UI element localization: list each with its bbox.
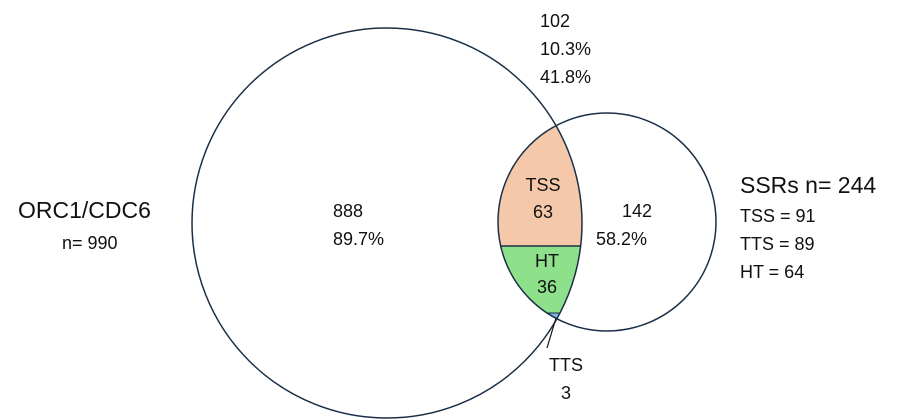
pointer — [546, 317, 557, 349]
right-circle — [497, 112, 717, 332]
overlap-count: 102 — [540, 11, 570, 31]
left-only-count: 888 — [333, 201, 363, 221]
ht-count: 36 — [537, 277, 557, 297]
tts-label: TTS — [549, 355, 583, 375]
right-only-pct: 58.2% — [596, 229, 647, 249]
left-only-pct: 89.7% — [333, 229, 384, 249]
right-set-title: SSRs n= 244 — [740, 172, 876, 198]
tss-label: TSS — [525, 175, 560, 195]
left-set-n: n= 990 — [62, 233, 118, 253]
overlap-pct: 10.3% — [540, 39, 591, 59]
left-circle — [191, 27, 583, 419]
right-set-line: HT = 64 — [740, 262, 804, 282]
left-set-title: ORC1/CDC6 — [18, 197, 151, 223]
tts-count: 3 — [561, 383, 571, 403]
ht-label: HT — [535, 251, 559, 271]
right-only-count: 142 — [622, 201, 652, 221]
right-set-line: TSS = 91 — [740, 206, 816, 226]
tts-region — [498, 313, 582, 325]
overlap-pct: 41.8% — [540, 67, 591, 87]
right-set-line: TTS = 89 — [740, 234, 815, 254]
tss-count: 63 — [533, 202, 553, 222]
